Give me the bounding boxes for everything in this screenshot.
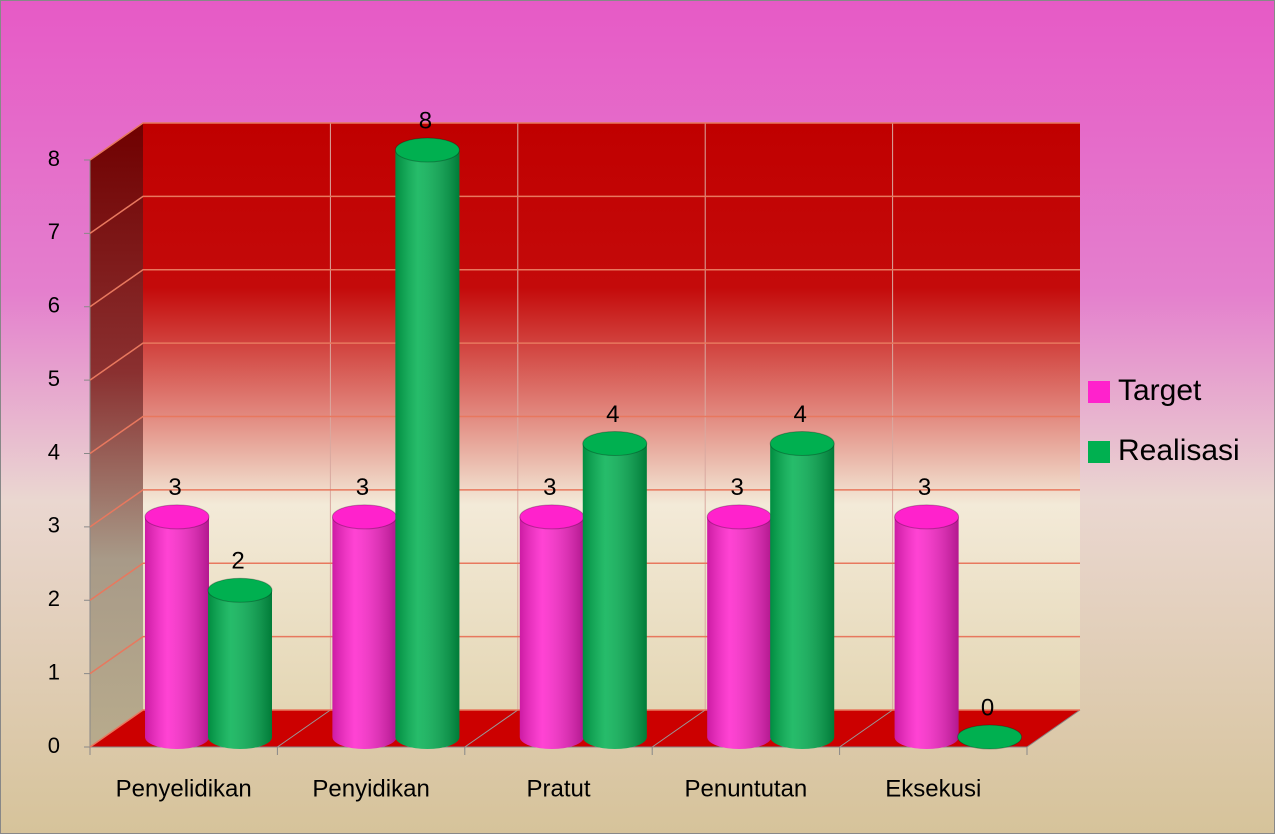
- bar: [769, 431, 835, 749]
- grid-line: [89, 122, 1080, 161]
- bar-top: [394, 137, 460, 163]
- x-tick-label: Eksekusi: [885, 775, 981, 802]
- bar-shade: [145, 516, 209, 749]
- bar-top: [331, 504, 397, 530]
- data-label: 8: [419, 107, 432, 134]
- y-tick-label: 2: [48, 586, 60, 611]
- bar: [331, 504, 397, 749]
- x-tick-label: Pratut: [526, 775, 590, 802]
- y-tick-label: 0: [48, 733, 60, 758]
- bar-top: [144, 504, 210, 530]
- legend-label: Target: [1118, 374, 1202, 407]
- floor-divider: [277, 709, 331, 748]
- bar-top: [582, 431, 648, 456]
- grid-line: [89, 269, 1080, 308]
- grid-line: [89, 195, 1080, 234]
- data-label: 2: [231, 548, 244, 575]
- x-tick-label: Penyidikan: [312, 775, 429, 802]
- bar-top: [207, 577, 273, 603]
- bar: [957, 724, 1023, 750]
- bar-shade: [707, 516, 772, 749]
- y-tick-label: 7: [48, 219, 60, 244]
- grid-line: [89, 415, 1080, 455]
- legend-swatch: [1088, 381, 1110, 403]
- floor-edge: [1026, 709, 1081, 748]
- bar-shade: [582, 443, 647, 749]
- floor-divider: [464, 709, 519, 748]
- grid-line: [89, 489, 1080, 528]
- bar: [706, 504, 772, 749]
- bar-top: [957, 724, 1023, 750]
- bar-shade: [208, 590, 272, 749]
- legend-swatch: [1088, 441, 1110, 463]
- bar-shade: [332, 516, 397, 749]
- y-tick-label: 6: [48, 293, 60, 318]
- bar-top: [769, 431, 835, 456]
- legend-label: Realisasi: [1118, 434, 1240, 467]
- y-tick-label: 3: [48, 513, 60, 538]
- data-label: 3: [918, 474, 931, 501]
- data-label: 3: [543, 474, 556, 501]
- data-label: 0: [981, 694, 994, 721]
- bar: [144, 504, 210, 749]
- y-tick-label: 1: [48, 659, 60, 684]
- x-tick-label: Penuntutan: [685, 775, 808, 802]
- y-tick-label: 5: [48, 366, 60, 391]
- data-label: 3: [731, 474, 744, 501]
- data-label: 3: [356, 474, 369, 501]
- bar: [894, 504, 960, 749]
- bar-top: [519, 504, 585, 530]
- bar-shade: [519, 516, 584, 749]
- bar-top: [894, 504, 960, 530]
- y-tick-label: 4: [48, 439, 60, 464]
- y-tick-label: 8: [48, 146, 60, 171]
- grid-line: [89, 342, 1080, 381]
- bar-top: [706, 504, 772, 530]
- x-tick-label: Penyelidikan: [116, 775, 252, 802]
- data-label: 4: [794, 401, 807, 428]
- bar-shade: [770, 443, 835, 749]
- bar: [394, 137, 460, 749]
- bar: [207, 577, 273, 749]
- data-label: 3: [168, 474, 181, 501]
- floor-divider: [839, 709, 893, 748]
- floor-divider: [651, 709, 706, 748]
- bar-shade: [395, 150, 460, 749]
- bar: [519, 504, 585, 749]
- bar: [582, 431, 648, 749]
- data-label: 4: [606, 401, 619, 428]
- bar-shade: [894, 516, 959, 749]
